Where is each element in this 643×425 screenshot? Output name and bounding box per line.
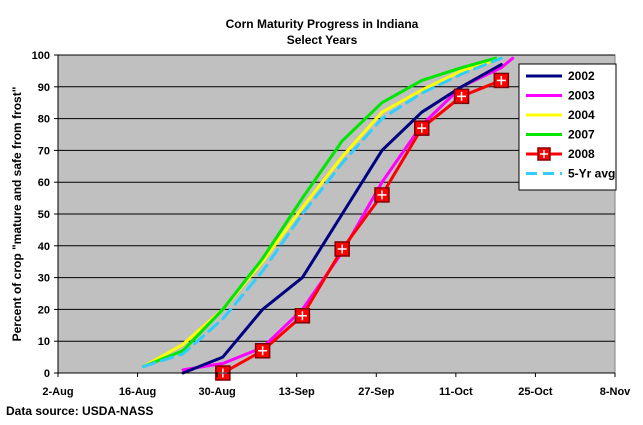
marker-2008: [453, 88, 470, 105]
legend-label: 2002: [568, 69, 595, 83]
y-tick-label: 30: [38, 273, 50, 285]
x-tick-label: 13-Sep: [279, 386, 315, 398]
series-line-2007: [141, 56, 498, 369]
legend-item-2008: 2008: [526, 147, 595, 161]
marker-2008: [374, 187, 390, 203]
x-tick-label: 8-Nov: [600, 386, 631, 398]
legend-label: 2007: [568, 128, 595, 142]
x-tick-label: 27-Sep: [358, 386, 394, 398]
y-tick-label: 40: [38, 241, 50, 253]
legend-box: [518, 63, 617, 191]
x-tick-label: 25-Oct: [518, 386, 553, 398]
legend-label: 2008: [568, 147, 595, 161]
legend-item-2004: 2004: [526, 108, 595, 122]
y-tick-label: 70: [38, 145, 50, 157]
x-tick-label: 16-Aug: [119, 386, 156, 398]
legend-marker: [537, 147, 551, 161]
legend-item-2002: 2002: [526, 69, 595, 83]
series-line-2002: [181, 63, 503, 375]
y-axis-title: Percent of crop "mature and safe from fr…: [10, 87, 24, 342]
x-tick-label: 2-Aug: [42, 386, 73, 398]
y-tick-label: 80: [38, 114, 50, 126]
legend-item-2007: 2007: [526, 128, 595, 142]
y-axis-ticks: 0 10 20 30 40 50 60 70 80 90 100: [32, 50, 59, 380]
legend: 2002 2003 2004 2007 2008 5-Yr avg: [518, 63, 617, 191]
marker-2008: [493, 72, 510, 89]
series-line-2004: [141, 56, 503, 369]
y-tick-label: 0: [44, 368, 50, 380]
x-tick-label: 11-Oct: [439, 386, 473, 398]
marker-2008: [334, 241, 350, 257]
series-line-5-yr-avg: [141, 56, 503, 369]
x-axis-ticks: 2-Aug 16-Aug 30-Aug 13-Sep 27-Sep 11-Oct 25-Oc…: [42, 372, 631, 398]
chart-title: Corn Maturity Progress in Indiana: [226, 17, 419, 31]
legend-label: 2004: [568, 108, 595, 122]
chart-subtitle: Select Years: [287, 33, 358, 47]
marker-2008: [254, 342, 271, 359]
series-markers: [215, 72, 510, 381]
y-tick-label: 60: [38, 177, 50, 189]
legend-label: 5-Yr avg: [568, 167, 615, 181]
x-tick-label: 30-Aug: [199, 386, 236, 398]
marker-2008: [294, 308, 311, 324]
y-tick-label: 10: [38, 336, 50, 348]
marker-2008: [414, 120, 430, 136]
y-tick-label: 20: [38, 304, 50, 316]
data-source: Data source: USDA-NASS: [6, 404, 153, 418]
y-tick-label: 100: [32, 50, 50, 62]
legend-label: 2003: [568, 89, 595, 103]
legend-item-2003: 2003: [526, 89, 595, 103]
y-tick-label: 90: [38, 82, 50, 94]
y-tick-label: 50: [38, 209, 50, 221]
legend-item-5-yr-avg: 5-Yr avg: [526, 167, 615, 181]
